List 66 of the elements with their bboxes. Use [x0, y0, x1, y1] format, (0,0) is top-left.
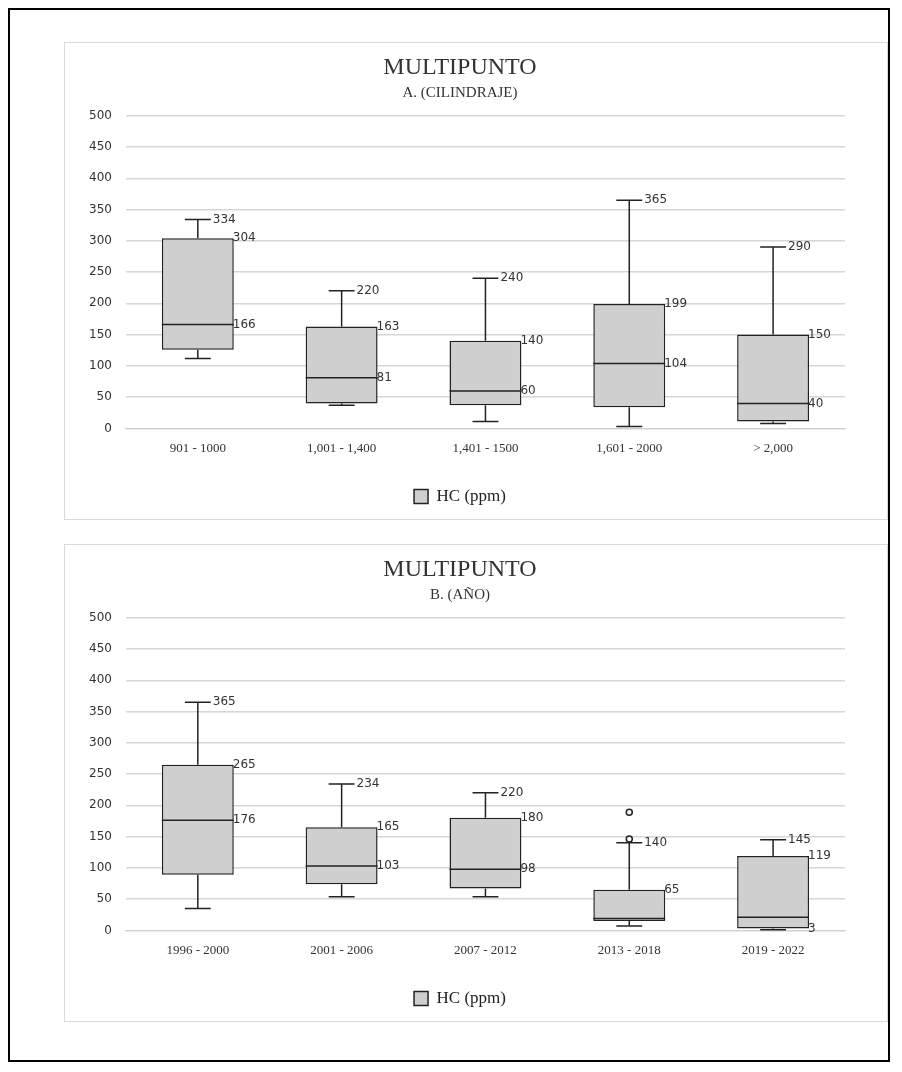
y-tick-label: 400 — [89, 672, 112, 687]
y-tick-label: 500 — [89, 609, 112, 624]
annotation: 334 — [212, 211, 236, 226]
y-tick-label: 100 — [89, 358, 112, 373]
y-tick-label: 450 — [89, 641, 112, 656]
x-tick-label: 1996 - 2000 — [166, 941, 230, 957]
annotation: 176 — [232, 812, 256, 827]
y-tick-label: 150 — [89, 326, 112, 341]
annotation: 104 — [664, 355, 688, 370]
y-tick-label: 50 — [96, 891, 112, 906]
annotation: 165 — [376, 819, 400, 834]
legend-label: HC (ppm) — [436, 987, 506, 1007]
y-tick-label: 0 — [104, 922, 112, 937]
annotation: 220 — [356, 282, 380, 297]
annotation: 163 — [376, 318, 400, 333]
annotation: 199 — [664, 296, 688, 311]
annotation: 65 — [664, 881, 680, 896]
x-tick-label: 2007 - 2012 — [454, 941, 517, 957]
annotation: 240 — [500, 270, 524, 285]
annotation: 140 — [520, 333, 544, 347]
chart-title: MULTIPUNTO — [383, 52, 537, 79]
annotation: 3 — [808, 920, 816, 935]
chart-title: MULTIPUNTO — [383, 554, 537, 581]
y-tick-label: 100 — [89, 860, 112, 875]
annotation: 304 — [232, 230, 256, 245]
annotation: 98 — [520, 861, 536, 876]
annotation: 180 — [520, 809, 544, 824]
y-tick-label: 200 — [89, 295, 112, 310]
y-tick-label: 300 — [89, 232, 112, 247]
y-tick-label: 350 — [89, 201, 112, 216]
y-tick-label: 0 — [104, 420, 112, 435]
y-tick-label: 250 — [89, 766, 112, 781]
y-tick-label: 450 — [89, 139, 112, 154]
annotation: 220 — [500, 784, 524, 799]
y-tick-label: 300 — [89, 734, 112, 749]
x-tick-label: 2013 - 2018 — [597, 941, 661, 957]
x-tick-label: 1,401 - 1500 — [452, 439, 519, 455]
legend-label: HC (ppm) — [436, 485, 506, 505]
annotation: 166 — [232, 316, 256, 331]
y-tick-label: 200 — [89, 797, 112, 812]
annotation: 290 — [788, 239, 811, 254]
x-tick-label: 2019 - 2022 — [741, 941, 805, 957]
annotation: 119 — [808, 848, 831, 863]
x-tick-label: 1,601 - 2000 — [596, 439, 663, 455]
annotation: 365 — [212, 694, 236, 709]
annotation: 265 — [232, 756, 256, 771]
y-tick-label: 250 — [89, 264, 112, 279]
x-tick-label: 2001 - 2006 — [310, 941, 374, 957]
annotation: 365 — [644, 192, 668, 207]
annotation: 145 — [788, 831, 811, 846]
annotation: 103 — [376, 858, 400, 873]
annotation: 140 — [644, 835, 668, 849]
chart-subtitle: B. (AÑO) — [430, 585, 490, 603]
x-tick-label: 901 - 1000 — [169, 439, 226, 455]
annotation: 234 — [356, 776, 380, 791]
annotation: 150 — [808, 326, 831, 341]
x-tick-label: 1,001 - 1,400 — [306, 439, 377, 455]
y-tick-label: 400 — [89, 170, 112, 185]
y-tick-label: 50 — [96, 389, 112, 404]
chart-subtitle: A. (CILINDRAJE) — [402, 83, 518, 101]
y-tick-label: 500 — [89, 107, 112, 122]
y-tick-label: 150 — [89, 828, 112, 843]
y-tick-label: 350 — [89, 703, 112, 718]
annotation: 60 — [520, 383, 536, 398]
x-tick-label: > 2,000 — [753, 439, 794, 455]
annotation: 81 — [376, 369, 392, 384]
